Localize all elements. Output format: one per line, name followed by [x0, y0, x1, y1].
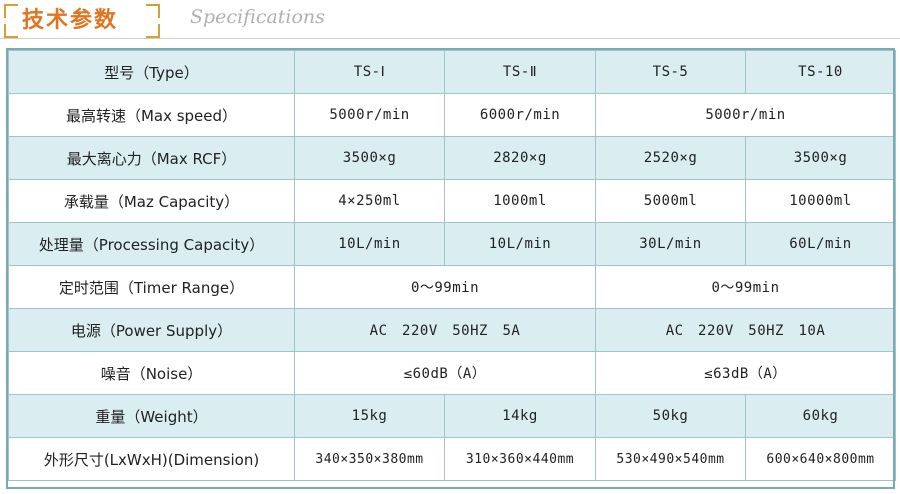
corner-ornament — [4, 4, 18, 18]
row-label: 重量（Weight） — [8, 394, 295, 438]
table-row-noise: 噪音（Noise） ≤60dB（A） ≤63dB（A） — [8, 351, 896, 395]
table-cell: 1000ml — [444, 179, 596, 223]
section-title-cn: 技术参数 — [22, 8, 119, 33]
row-label: 外形尺寸(LxWxH)(Dimension) — [8, 437, 295, 481]
table-cell: 10L/min — [294, 222, 445, 266]
table-row-dimension: 外形尺寸(LxWxH)(Dimension) 340×350×380mm 310… — [8, 437, 896, 481]
table-cell: 600×640×800mm — [745, 437, 896, 481]
table-cell: 5000r/min — [595, 93, 896, 137]
table-cell: 60kg — [745, 394, 896, 438]
corner-ornament — [146, 4, 160, 18]
row-label: 定时范围（Timer Range） — [8, 265, 295, 309]
table-cell: 0～99min — [595, 265, 896, 309]
corner-ornament — [146, 24, 160, 38]
table-cell: 2820×g — [444, 136, 596, 180]
table-row-type: 型号（Type） TS-Ⅰ TS-Ⅱ TS-5 TS-10 — [8, 50, 896, 94]
table-cell: AC 220V 50HZ 10A — [595, 308, 896, 352]
table-cell: 3500×g — [294, 136, 445, 180]
table-cell: 10000ml — [745, 179, 896, 223]
row-label: 处理量（Processing Capacity） — [8, 222, 295, 266]
table-row-max-speed: 最高转速（Max speed） 5000r/min 6000r/min 5000… — [8, 93, 896, 137]
table-cell: 30L/min — [595, 222, 746, 266]
table-cell: 14kg — [444, 394, 596, 438]
table-cell: 3500×g — [745, 136, 896, 180]
row-label: 最大离心力（Max RCF） — [8, 136, 295, 180]
table-row-capacity: 承载量（Maz Capacity） 4×250ml 1000ml 5000ml … — [8, 179, 896, 223]
table-cell: 60L/min — [745, 222, 896, 266]
header-divider — [0, 38, 900, 39]
table-row-processing: 处理量（Processing Capacity） 10L/min 10L/min… — [8, 222, 896, 266]
section-title-en: Specifications — [190, 6, 325, 28]
row-label: 噪音（Noise） — [8, 351, 295, 395]
table-cell: 0～99min — [294, 265, 596, 309]
row-label: 电源（Power Supply） — [8, 308, 295, 352]
table-cell: 10L/min — [444, 222, 596, 266]
table-row-timer: 定时范围（Timer Range） 0～99min 0～99min — [8, 265, 896, 309]
table-row-power: 电源（Power Supply） AC 220V 50HZ 5A AC 220V… — [8, 308, 896, 352]
table-cell: 5000ml — [595, 179, 746, 223]
table-row-weight: 重量（Weight） 15kg 14kg 50kg 60kg — [8, 394, 896, 438]
table-cell: 4×250ml — [294, 179, 445, 223]
section-header: 技术参数 Specifications — [0, 0, 900, 42]
model-ts1: TS-Ⅰ — [294, 50, 445, 94]
table-cell: 340×350×380mm — [294, 437, 445, 481]
table-cell: 310×360×440mm — [444, 437, 596, 481]
table-cell: ≤60dB（A） — [294, 351, 596, 395]
row-label: 最高转速（Max speed） — [8, 93, 295, 137]
table-cell: 5000r/min — [294, 93, 445, 137]
table-cell: 50kg — [595, 394, 746, 438]
table-cell: 6000r/min — [444, 93, 596, 137]
model-ts2: TS-Ⅱ — [444, 50, 596, 94]
model-ts5: TS-5 — [595, 50, 746, 94]
model-ts10: TS-10 — [745, 50, 896, 94]
table-cell: 2520×g — [595, 136, 746, 180]
table-cell: 530×490×540mm — [595, 437, 746, 481]
table-cell: 15kg — [294, 394, 445, 438]
row-label: 承载量（Maz Capacity） — [8, 179, 295, 223]
row-label: 型号（Type） — [8, 50, 295, 94]
table-cell: ≤63dB（A） — [595, 351, 896, 395]
corner-ornament — [4, 24, 18, 38]
specifications-table: 型号（Type） TS-Ⅰ TS-Ⅱ TS-5 TS-10 最高转速（Max s… — [8, 50, 896, 481]
table-row-max-rcf: 最大离心力（Max RCF） 3500×g 2820×g 2520×g 3500… — [8, 136, 896, 180]
table-cell: AC 220V 50HZ 5A — [294, 308, 596, 352]
